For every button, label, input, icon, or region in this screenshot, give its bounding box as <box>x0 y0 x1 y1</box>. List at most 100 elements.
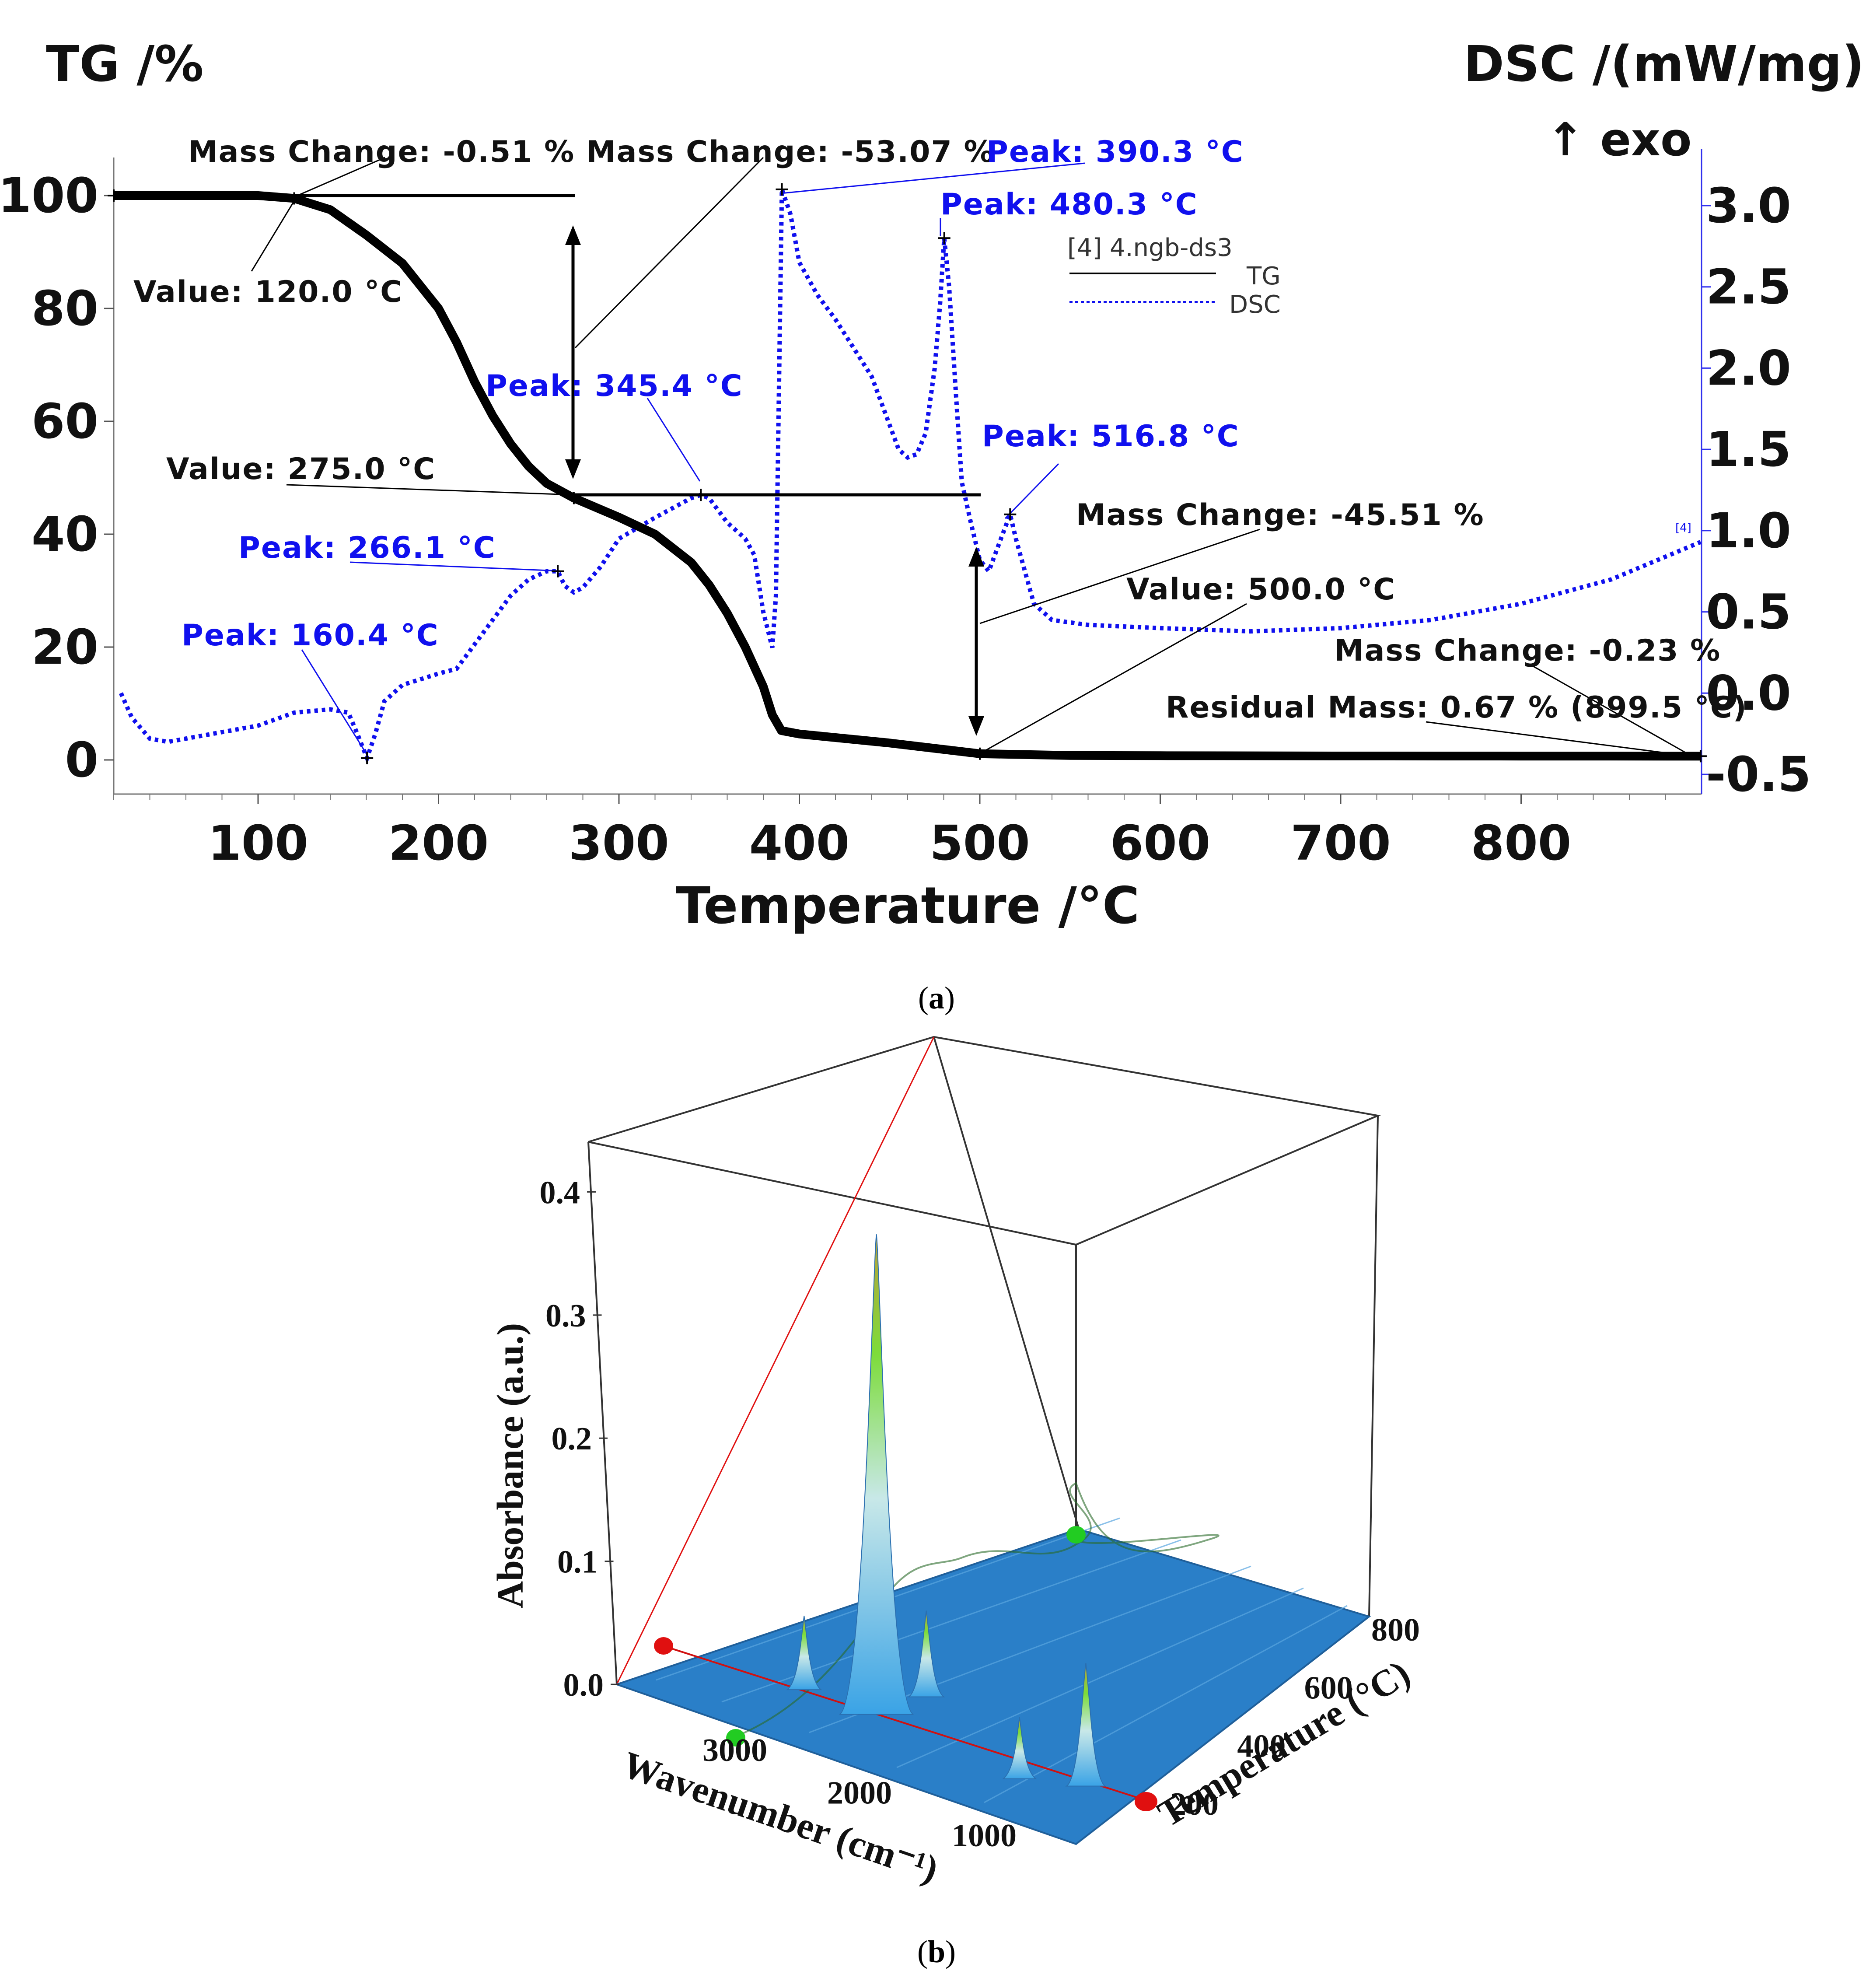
box-edge-back-right <box>933 1036 1079 1527</box>
exo-direction-label: ↑ exo <box>1546 113 1691 166</box>
cross-marker <box>567 492 580 504</box>
temperature-tick-label: 200 <box>1170 1786 1219 1822</box>
temperature-tick-label: 800 <box>1371 1612 1420 1648</box>
box-edge-back-left <box>587 1141 618 1685</box>
annotation-peak-4803: Peak: 480.3 °C <box>940 187 1198 222</box>
left-y-tick-label: 40 <box>31 506 98 562</box>
annotation-peak-3454: Peak: 345.4 °C <box>486 369 743 403</box>
wavenumber-tick-label: 1000 <box>952 1818 1017 1854</box>
absorbance-peak <box>907 1610 945 1698</box>
right-y-tick-label: -0.5 <box>1706 746 1811 802</box>
absorbance-tick-label: 0.2 <box>552 1421 592 1457</box>
wavenumber-axis-ticks: 3000 2000 1000 <box>702 1732 1017 1854</box>
annotation-residual-mass: Residual Mass: 0.67 % (899.5 °C) <box>1166 690 1747 725</box>
x-tick-label: 200 <box>388 815 489 871</box>
leader-mass-change-051 <box>297 157 385 196</box>
caption-a-letter: a <box>929 980 944 1015</box>
leader-peak-2661 <box>349 561 560 572</box>
box-top-face <box>588 1036 1381 1246</box>
leader-peak-1604 <box>301 649 369 757</box>
x-tick-label: 500 <box>930 815 1030 871</box>
x-tick-label: 600 <box>1110 815 1211 871</box>
cross-marker <box>776 183 788 196</box>
right-y-axis-ticks: -0.5 0.0 0.5 1.0 1.5 2.0 2.5 3.0 <box>1702 178 1811 802</box>
box-edge-right <box>1368 1115 1379 1617</box>
dsc-axis-title: DSC /(mW/mg) <box>1464 36 1864 93</box>
left-y-tick-label: 100 <box>0 168 98 224</box>
x-tick-label: 700 <box>1290 815 1391 871</box>
x-tick-label: 800 <box>1471 815 1572 871</box>
x-axis-title: Temperature /°C <box>676 876 1139 935</box>
absorbance-peak <box>1065 1662 1107 1787</box>
annotation-mass-change-023: Mass Change: -0.23 % <box>1334 634 1721 668</box>
absorbance-tick-label: 0.4 <box>540 1175 580 1211</box>
surface-streak <box>896 1587 1304 1768</box>
left-y-tick-label: 60 <box>31 393 98 449</box>
dsc-series-line <box>119 189 1702 765</box>
red-temperature-cut-line <box>660 1644 1146 1801</box>
cross-marker <box>974 747 986 760</box>
absorbance-peak <box>839 1234 914 1715</box>
tg-axis-title: TG /% <box>46 36 203 93</box>
right-y-tick-label: 0.0 <box>1706 665 1791 721</box>
x-tick-label: 100 <box>208 815 308 871</box>
green-marker-left <box>726 1729 745 1746</box>
x-axis-ticks: 100 200 300 400 500 600 700 800 <box>113 794 1666 871</box>
annotation-peak-5168: Peak: 516.8 °C <box>982 419 1240 454</box>
cross-marker <box>108 189 120 202</box>
annotation-peak-1604: Peak: 160.4 °C <box>182 618 439 653</box>
right-y-tick-label: 1.5 <box>1706 421 1791 477</box>
x-tick-label: 300 <box>569 815 669 871</box>
caption-b-letter: b <box>928 1934 945 1969</box>
leader-value-120 <box>251 195 298 272</box>
leader-mass-change-4551 <box>979 528 1260 624</box>
right-y-tick-label: 0.5 <box>1706 584 1791 640</box>
absorbance-tick-label: 0.1 <box>557 1544 598 1580</box>
annotation-value-500: Value: 500.0 °C <box>1126 572 1396 607</box>
green-marker-right <box>1066 1526 1086 1544</box>
red-marker-right <box>1135 1792 1157 1811</box>
legend-title: [4] 4.ngb-ds3 <box>1067 234 1233 262</box>
cross-marker <box>1694 750 1707 763</box>
leader-value-275 <box>286 484 573 496</box>
annotation-peak-3903: Peak: 390.3 °C <box>986 135 1244 169</box>
left-y-tick-label: 0 <box>65 732 98 788</box>
absorbance-peaks <box>786 1234 1107 1787</box>
wavenumber-tick-label: 3000 <box>702 1732 767 1768</box>
right-y-tick-label: 2.5 <box>1706 259 1791 315</box>
annotation-mass-change-051: Mass Change: -0.51 % <box>188 135 575 169</box>
caption-a: (a) <box>918 980 955 1015</box>
absorbance-peak <box>786 1616 822 1690</box>
left-y-axis-ticks: 0 20 40 60 80 100 <box>0 168 114 788</box>
cross-marker <box>695 489 707 501</box>
mass-step-guides <box>115 194 981 722</box>
plot-box-wireframe <box>587 1036 1381 1844</box>
x-tick-label: 400 <box>749 815 850 871</box>
leader-mass-change-5307 <box>574 157 764 349</box>
annotation-mass-change-5307: Mass Change: -53.07 % <box>586 135 995 169</box>
cross-marker <box>288 192 301 205</box>
absorbance-axis-ticks: 0.0 0.1 0.2 0.3 0.4 <box>540 1175 619 1703</box>
leader-residual-mass <box>1426 721 1687 756</box>
wavenumber-tick-label: 2000 <box>827 1775 892 1811</box>
absorbance-tick-label: 0.3 <box>545 1298 586 1334</box>
cross-marker <box>552 565 564 578</box>
leader-peak-3454 <box>646 398 701 482</box>
red-marker-left <box>654 1637 673 1655</box>
panel-a-tg-dsc-chart: TG /% DSC /(mW/mg) ↑ exo 100 200 300 400 500… <box>0 36 1864 935</box>
caption-b: (b) <box>917 1934 956 1969</box>
leader-peak-3903 <box>780 162 1085 194</box>
series-end-marker: [4] <box>1675 522 1691 535</box>
annotation-peak-2661: Peak: 266.1 °C <box>238 531 496 565</box>
legend-dsc-label: DSC <box>1229 290 1281 319</box>
surface-streak <box>984 1605 1348 1803</box>
annotation-mass-change-4551: Mass Change: -45.51 % <box>1076 498 1485 532</box>
arrow-53-head-up <box>565 225 581 245</box>
arrow-45-head-up <box>968 547 984 567</box>
arrow-heads <box>565 225 984 736</box>
left-y-tick-label: 80 <box>31 280 98 336</box>
arrow-53-head-down <box>565 459 581 479</box>
panel-b-3d-ftir-chart: 0.0 0.1 0.2 0.3 0.4 3000 2000 1000 200 400 600 80… <box>489 1036 1420 1890</box>
leader-value-500 <box>976 603 1247 756</box>
